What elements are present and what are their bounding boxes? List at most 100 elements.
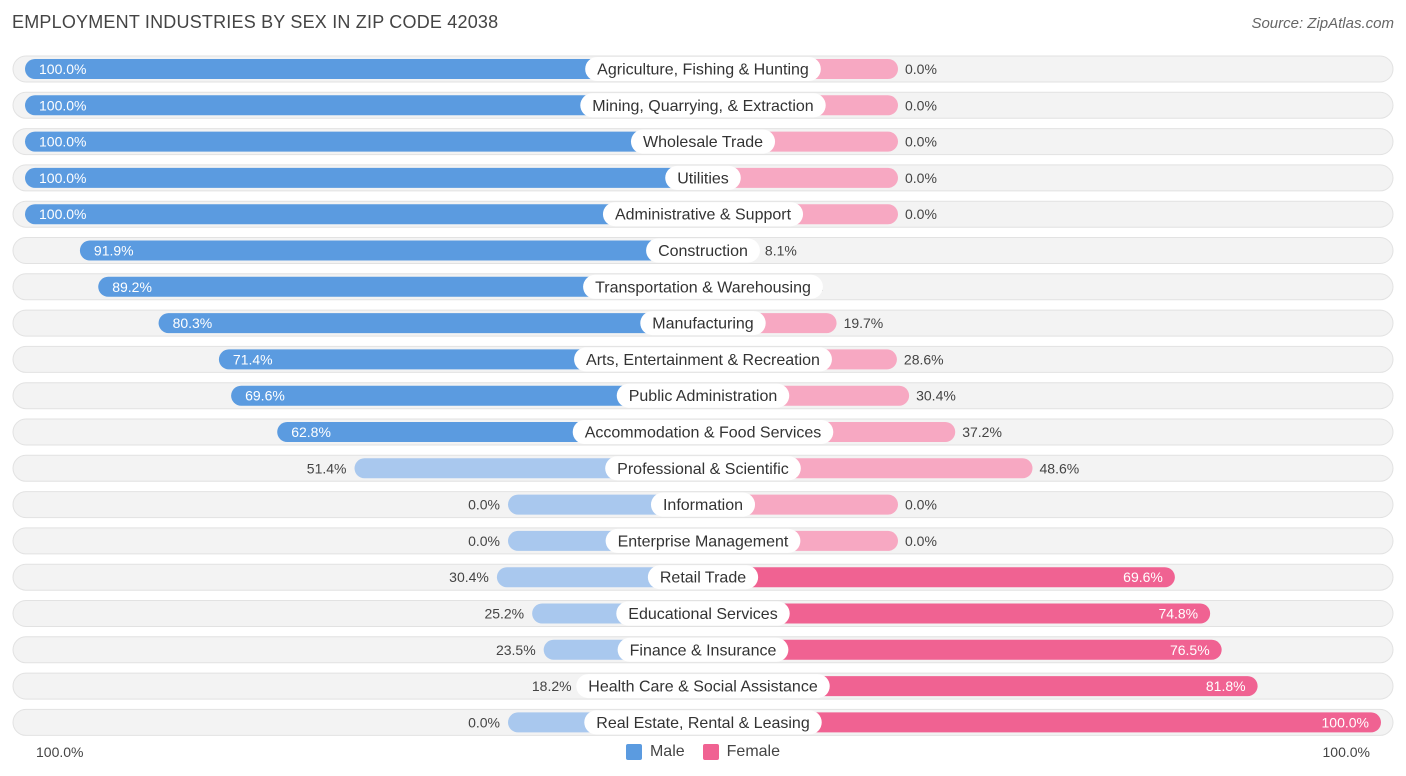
- male-bar: [25, 131, 703, 152]
- category-label: Agriculture, Fishing & Hunting: [597, 62, 809, 79]
- male-value-label: 100.0%: [39, 97, 86, 113]
- legend-swatch-female: [702, 744, 719, 760]
- male-value-label: 100.0%: [39, 170, 86, 186]
- male-value-label: 18.2%: [532, 678, 572, 694]
- chart-row: 100.0% 0.0% Utilities: [12, 164, 1394, 192]
- axis-left-label: 100.0%: [36, 744, 84, 760]
- chart-row: 71.4% 28.6% Arts, Entertainment & Recreati…: [12, 345, 1394, 373]
- chart-row: 80.3% 19.7% Manufacturing: [12, 309, 1394, 337]
- female-value-label: 19.7%: [844, 315, 884, 331]
- male-value-label: 100.0%: [39, 206, 86, 222]
- category-pill: [576, 674, 830, 699]
- male-value-label: 0.0%: [468, 714, 500, 730]
- male-value-label: 100.0%: [39, 134, 86, 150]
- male-value-label: 51.4%: [307, 460, 347, 476]
- category-label: Manufacturing: [652, 316, 753, 333]
- female-value-label: 76.5%: [1170, 642, 1210, 658]
- category-label: Wholesale Trade: [643, 134, 763, 151]
- category-pill: [646, 238, 760, 263]
- legend-swatch-male: [625, 744, 642, 760]
- category-label: Utilities: [677, 170, 729, 187]
- chart-row: 18.2% 81.8% Health Care & Social Assistanc…: [12, 672, 1394, 700]
- female-value-label: 8.1%: [765, 243, 797, 259]
- male-bar: [98, 276, 703, 297]
- chart-row: 30.4% 69.6% Retail Trade: [12, 563, 1394, 591]
- category-label: Enterprise Management: [618, 533, 789, 550]
- axis-right-label: 100.0%: [1322, 744, 1370, 760]
- chart-source: Source: ZipAtlas.com: [1251, 15, 1394, 32]
- male-bar: [231, 385, 703, 406]
- male-bar: [25, 95, 703, 116]
- category-pill: [650, 492, 756, 517]
- category-label: Professional & Scientific: [617, 461, 789, 478]
- legend-item-female: Female: [702, 743, 780, 761]
- female-bar: [703, 676, 1258, 697]
- category-label: Educational Services: [628, 606, 777, 623]
- female-bar: [703, 567, 1175, 588]
- female-value-label: 74.8%: [1158, 606, 1198, 622]
- male-value-label: 100.0%: [39, 61, 86, 77]
- male-value-label: 62.8%: [291, 424, 331, 440]
- female-bar: [703, 603, 1211, 624]
- category-label: Construction: [658, 243, 748, 260]
- chart-title: EMPLOYMENT INDUSTRIES BY SEX IN ZIP CODE…: [12, 12, 499, 32]
- diverging-bar-chart: 100.0% 0.0% Agriculture, Fishing & Hunting…: [12, 55, 1394, 736]
- category-pill: [647, 565, 759, 590]
- category-pill: [605, 456, 801, 481]
- category-label: Information: [663, 497, 743, 514]
- chart-row: 100.0% 0.0% Wholesale Trade: [12, 128, 1394, 156]
- male-value-label: 0.0%: [468, 497, 500, 513]
- male-value-label: 80.3%: [173, 315, 213, 331]
- female-value-label: 0.0%: [905, 97, 937, 113]
- male-bar: [158, 313, 704, 334]
- chart-row: 100.0% 0.0% Agriculture, Fishing & Hunting: [12, 55, 1394, 83]
- chart-row: 62.8% 37.2% Accommodation & Food Services: [12, 418, 1394, 446]
- category-label: Retail Trade: [660, 570, 746, 587]
- male-value-label: 69.6%: [245, 388, 285, 404]
- category-label: Health Care & Social Assistance: [588, 679, 818, 696]
- female-value-label: 37.2%: [962, 424, 1002, 440]
- male-bar: [79, 240, 704, 261]
- female-value-label: 30.4%: [916, 388, 956, 404]
- female-value-label: 81.8%: [1206, 678, 1246, 694]
- category-pill: [585, 57, 821, 81]
- category-label: Accommodation & Food Services: [585, 425, 822, 442]
- chart-row: 0.0% 0.0% Information: [12, 491, 1394, 519]
- category-label: Administrative & Support: [615, 207, 792, 224]
- female-value-label: 48.6%: [1040, 460, 1080, 476]
- female-value-label: 0.0%: [905, 170, 937, 186]
- male-value-label: 91.9%: [94, 243, 134, 259]
- legend: Male Female: [0, 743, 1406, 761]
- category-pill: [602, 202, 804, 227]
- chart-row: 100.0% 0.0% Administrative & Support: [12, 200, 1394, 228]
- category-pill: [584, 710, 822, 735]
- category-label: Mining, Quarrying, & Extraction: [592, 98, 813, 115]
- female-value-label: 69.6%: [1123, 569, 1163, 585]
- female-bar: [703, 167, 898, 188]
- category-pill: [640, 311, 766, 336]
- chart-row: 100.0% 0.0% Mining, Quarrying, & Extractio…: [12, 91, 1394, 119]
- male-bar: [25, 204, 703, 225]
- category-pill: [572, 420, 834, 444]
- category-label: Public Administration: [629, 388, 778, 405]
- male-value-label: 25.2%: [484, 606, 524, 622]
- category-pill: [583, 274, 823, 299]
- female-value-label: 0.0%: [905, 533, 937, 549]
- category-label: Arts, Entertainment & Recreation: [586, 352, 820, 369]
- category-pill: [617, 637, 789, 662]
- female-value-label: 0.0%: [905, 497, 937, 513]
- female-value-label: 0.0%: [905, 206, 937, 222]
- category-pill: [580, 93, 826, 118]
- category-pill: [574, 347, 832, 372]
- category-pill: [665, 165, 741, 190]
- category-label: Transportation & Warehousing: [595, 279, 811, 296]
- male-value-label: 71.4%: [233, 351, 273, 367]
- male-bar: [25, 167, 703, 188]
- male-value-label: 89.2%: [112, 279, 152, 295]
- female-value-label: 100.0%: [1322, 714, 1369, 730]
- category-pill: [616, 383, 790, 408]
- male-value-label: 23.5%: [496, 642, 536, 658]
- male-value-label: 0.0%: [468, 533, 500, 549]
- category-pill: [605, 528, 801, 553]
- chart-row: 25.2% 74.8% Educational Services: [12, 600, 1394, 627]
